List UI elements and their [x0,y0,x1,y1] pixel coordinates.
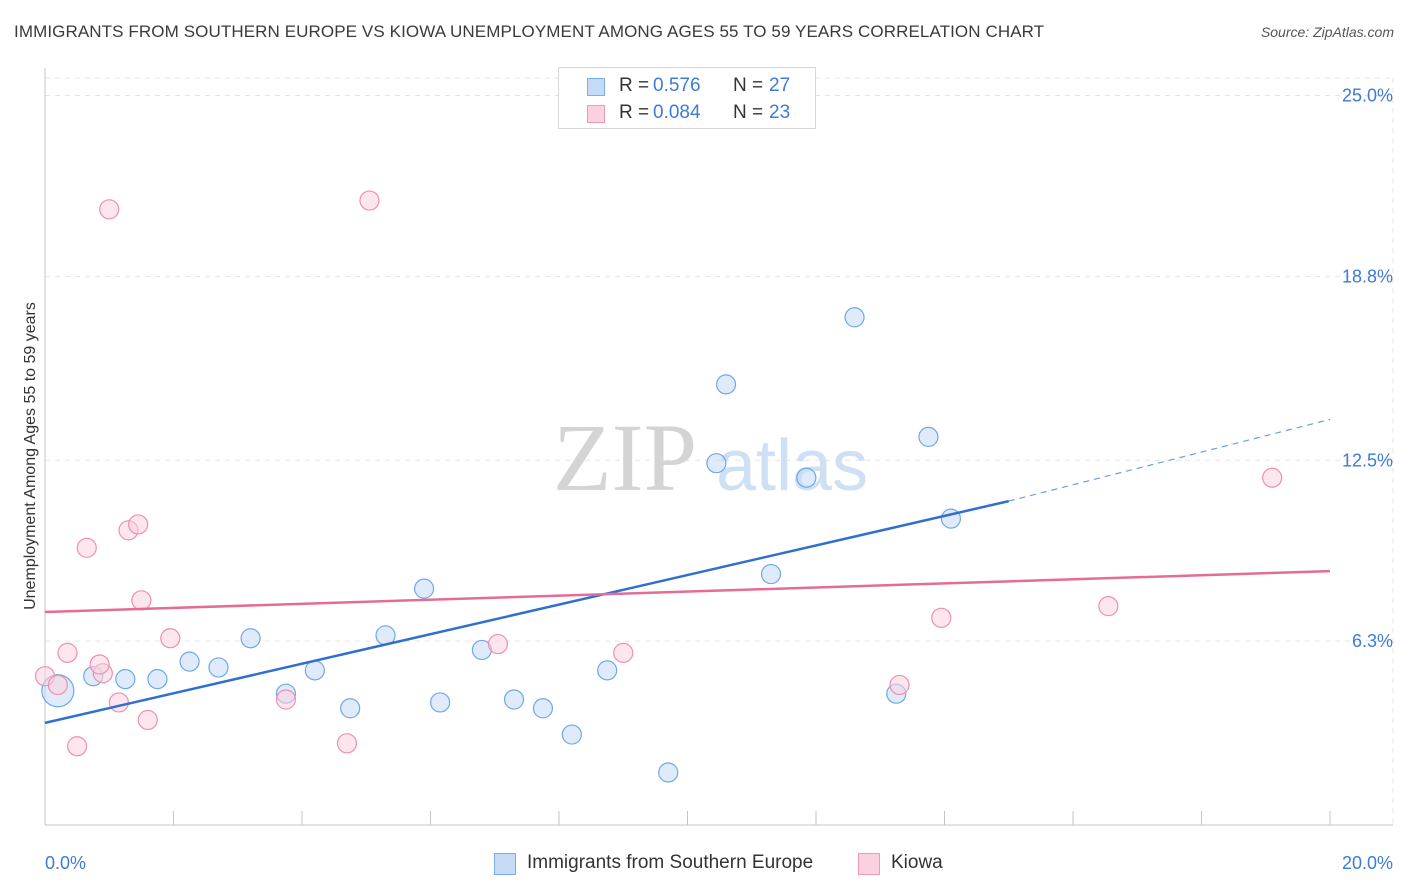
point-kiowa [359,190,380,211]
point-southern-europe [430,692,451,713]
point-kiowa [613,642,634,663]
watermark-atlas: atlas [716,426,868,506]
point-southern-europe [561,724,582,745]
point-kiowa [128,514,149,535]
point-southern-europe [115,669,136,690]
legend-swatch-pink [858,853,880,875]
point-southern-europe [179,651,200,672]
trend-line-southern-europe [44,499,1010,725]
point-kiowa [487,633,509,655]
legend-r-value: 0.084 [653,102,701,123]
point-kiowa [67,736,88,757]
point-kiowa [889,674,910,696]
point-southern-europe [597,660,618,681]
point-southern-europe [658,762,679,783]
point-kiowa [160,628,181,649]
point-southern-europe [918,426,939,448]
legend-n-label: N = [733,102,764,123]
trend-line-southern-europe-extension [1008,418,1331,502]
legend-swatch-pink [587,105,605,123]
chart-title: IMMIGRANTS FROM SOUTHERN EUROPE VS KIOWA… [14,22,1045,41]
point-southern-europe [413,578,435,599]
point-kiowa [89,654,110,675]
point-southern-europe [760,563,782,585]
point-southern-europe [715,374,737,395]
point-southern-europe [503,689,525,710]
point-kiowa [131,590,152,611]
legend-swatch-blue [494,853,516,875]
x-tick-label: 20.0% [1342,853,1393,873]
legend-label: Kiowa [891,852,943,873]
y-tick-label: 6.3% [1352,631,1393,651]
legend-r-label: R = [619,102,650,123]
legend-r-label: R = [619,75,650,96]
chart-source: Source: ZipAtlas.com [1260,24,1394,40]
point-kiowa [336,733,358,754]
point-kiowa [57,642,78,663]
y-tick-label: 12.5% [1342,450,1393,470]
point-southern-europe [340,698,361,719]
legend-n-value: 23 [769,102,791,123]
point-kiowa [76,537,97,558]
watermark: ZIP atlas [553,404,868,511]
point-southern-europe [844,307,865,328]
legend-label: Immigrants from Southern Europe [527,852,814,873]
point-southern-europe [147,669,168,690]
point-kiowa [99,199,120,220]
watermark-zip: ZIP [553,404,697,511]
point-kiowa [47,674,68,696]
legend-r-value: 0.576 [653,75,701,96]
legend-swatch-blue [587,78,605,96]
gridlines [45,77,1394,825]
series-legend: Immigrants from Southern Europe Kiowa [0,852,1406,878]
point-kiowa [137,709,158,731]
point-southern-europe [304,660,325,681]
y-tick-label: 18.8% [1342,266,1393,286]
legend-n-label: N = [733,75,764,96]
point-kiowa [1098,596,1119,617]
point-kiowa [931,607,952,628]
trend-lines [44,418,1331,725]
point-southern-europe [706,453,727,474]
y-tick-label: 25.0% [1342,86,1393,106]
legend-n-value: 27 [769,75,791,96]
point-southern-europe [796,467,817,488]
x-tick-label: 0.0% [45,853,86,873]
tick-labels: 6.3% 12.5% 18.8% 25.0% 0.0% 20.0% [45,86,1393,873]
point-southern-europe [532,698,554,719]
trend-line-kiowa [44,569,1331,614]
correlation-legend: R = 0.576 N = 27 R = 0.084 N = 23 [558,67,816,129]
data-points [34,190,1283,783]
point-kiowa [108,692,129,713]
point-kiowa [1262,467,1283,488]
point-southern-europe [240,628,261,649]
point-kiowa [275,689,297,710]
point-southern-europe [208,657,229,678]
